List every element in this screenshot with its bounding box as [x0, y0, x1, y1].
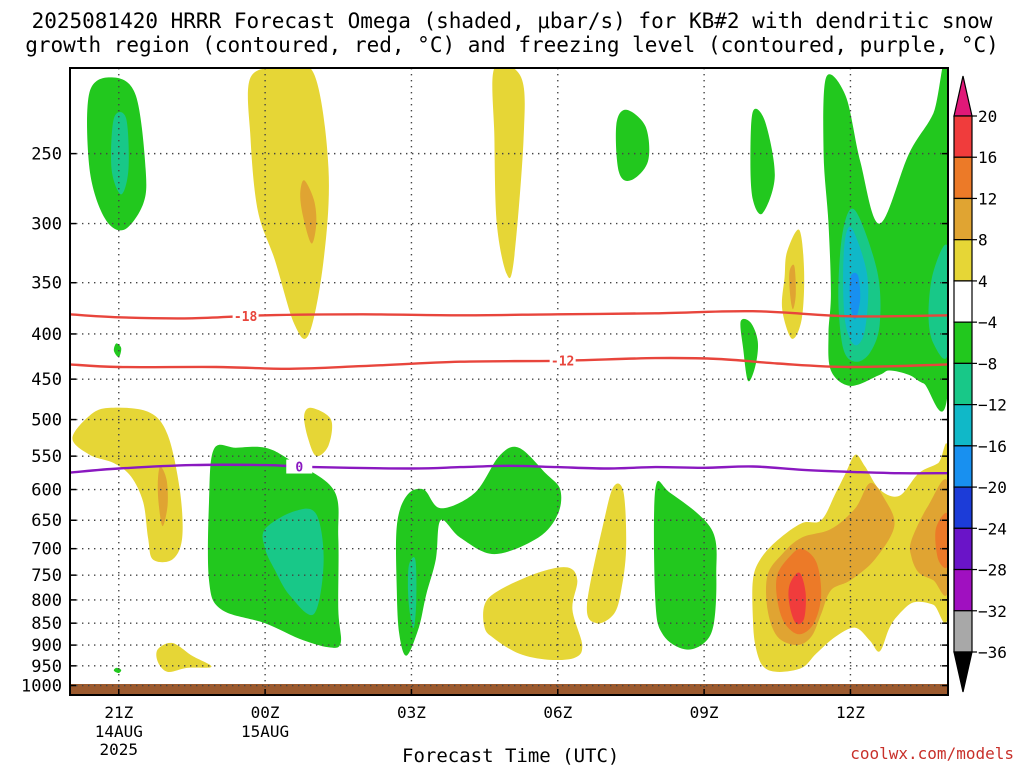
- xtick-label-03Z: 03Z: [397, 703, 426, 722]
- omega-region-15: [849, 272, 861, 320]
- colorbar-label-3: 8: [978, 231, 988, 250]
- colorbar-label-2: 12: [978, 189, 997, 208]
- omega-region-9: [740, 318, 759, 382]
- colorbar-label-5: −4: [978, 313, 997, 332]
- colorbar-label-12: −32: [978, 602, 1007, 621]
- omega-region-17: [72, 407, 183, 563]
- omega-region-4: [247, 68, 329, 339]
- ytick-label-250: 250: [31, 145, 62, 165]
- omega-region-8: [750, 108, 775, 215]
- colorbar-label-7: −12: [978, 396, 1007, 415]
- colorbar-band-0: [953, 115, 973, 158]
- colorbar-label-11: −28: [978, 561, 1007, 580]
- colorbar-band-5: [953, 321, 973, 364]
- colorbar-band-4: [953, 280, 973, 323]
- colorbar-label-4: 4: [978, 272, 988, 291]
- contour-label-0: 0: [295, 461, 303, 476]
- omega-region-26: [586, 483, 627, 624]
- xtick-year-21Z: 2025: [100, 740, 139, 759]
- omega-region-21: [262, 508, 324, 616]
- xtick-label-00Z: 00Z: [251, 703, 280, 722]
- colorbar-label-1: 16: [978, 148, 997, 167]
- terrain-strip: [70, 684, 948, 695]
- omega-region-32: [935, 512, 948, 568]
- colorbar-band-7: [953, 404, 973, 447]
- omega-region-6: [492, 68, 525, 279]
- plot-area: -18 -12 0: [70, 68, 948, 695]
- xtick-label-21Z: 21Z: [104, 703, 133, 722]
- omega-region-30: [909, 479, 948, 596]
- omega-region-22: [304, 407, 333, 457]
- colorbar-band-10: [953, 527, 973, 571]
- chart-title-line-2: growth region (contoured, red, °C) and f…: [25, 33, 999, 57]
- contour-line--18: [70, 309, 948, 320]
- colorbar-label-6: −8: [978, 354, 997, 373]
- colorbar-label-10: −24: [978, 519, 1007, 538]
- xtick-date-21Z: 14AUG: [95, 722, 143, 741]
- colorbar-top-triangle: [953, 75, 973, 117]
- omega-region-12: [823, 68, 948, 412]
- ytick-label-800: 800: [31, 591, 62, 611]
- contour-label--18: -18: [234, 310, 258, 325]
- xtick-label-06Z: 06Z: [543, 703, 572, 722]
- contour-line-0: [70, 463, 948, 475]
- omega-region-16: [928, 244, 948, 359]
- colorbar-band-9: [953, 486, 973, 529]
- ytick-label-400: 400: [31, 325, 62, 345]
- colorbar-label-9: −20: [978, 478, 1007, 497]
- ytick-label-900: 900: [31, 636, 62, 656]
- contour-label-bg: [232, 309, 259, 324]
- contour-label--12: -12: [551, 355, 574, 370]
- colorbar-label-13: −36: [978, 643, 1007, 662]
- colorbar-band-2: [953, 197, 973, 241]
- colorbar-band-8: [953, 445, 973, 488]
- ytick-label-550: 550: [31, 447, 62, 467]
- xtick-label-09Z: 09Z: [690, 703, 719, 722]
- contour-label-bg: [549, 353, 576, 368]
- omega-region-19: [156, 642, 212, 673]
- colorbar-label-0: 20: [978, 107, 997, 126]
- omega-region-33: [788, 572, 806, 625]
- omega-region-5: [300, 180, 317, 244]
- colorbar-band-11: [953, 568, 973, 612]
- omega-region-2: [113, 343, 122, 358]
- omega-region-11: [789, 264, 796, 310]
- omega-region-25: [483, 567, 583, 661]
- omega-region-3: [113, 667, 122, 674]
- ytick-label-650: 650: [31, 511, 62, 531]
- ytick-label-1000: 1000: [21, 677, 62, 697]
- ytick-label-600: 600: [31, 481, 62, 501]
- ytick-label-850: 850: [31, 614, 62, 634]
- source-credit[interactable]: coolwx.com/models: [850, 744, 1014, 763]
- omega-region-27: [653, 480, 717, 650]
- omega-region-24: [407, 557, 417, 629]
- ytick-label-300: 300: [31, 215, 62, 235]
- contour-line--12: [70, 356, 948, 371]
- ytick-label-350: 350: [31, 274, 62, 294]
- contour-label-bg: [286, 459, 313, 474]
- ytick-label-750: 750: [31, 566, 62, 586]
- chart-title-line-1: 2025081420 HRRR Forecast Omega (shaded, …: [31, 9, 993, 33]
- colorbar-band-12: [953, 610, 973, 653]
- colorbar-label-8: −16: [978, 437, 1007, 456]
- colorbar-bottom-triangle: [953, 651, 973, 693]
- x-axis-label: Forecast Time (UTC): [402, 745, 620, 767]
- colorbar-band-6: [953, 362, 973, 406]
- ytick-label-700: 700: [31, 540, 62, 560]
- xtick-label-12Z: 12Z: [836, 703, 865, 722]
- omega-region-1: [110, 112, 129, 195]
- omega-region-18: [157, 466, 168, 527]
- colorbar-band-1: [953, 156, 973, 200]
- xtick-date-00Z: 15AUG: [241, 722, 289, 741]
- ytick-label-450: 450: [31, 370, 62, 390]
- ytick-label-950: 950: [31, 657, 62, 677]
- omega-region-23: [395, 446, 562, 656]
- colorbar-band-3: [953, 239, 973, 282]
- omega-region-7: [615, 109, 650, 181]
- plot-frame: [69, 67, 949, 696]
- ytick-label-500: 500: [31, 411, 62, 431]
